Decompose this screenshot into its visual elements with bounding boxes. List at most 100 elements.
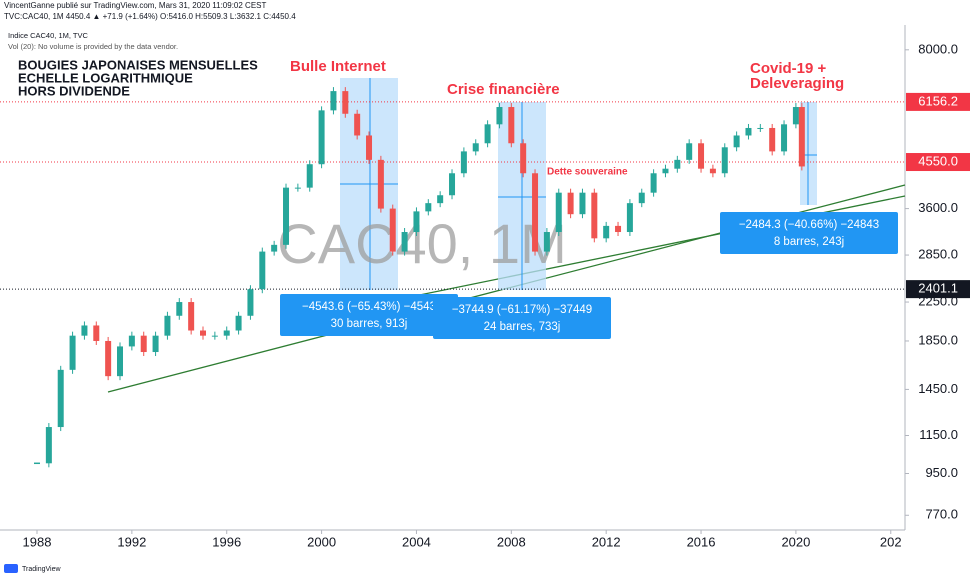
y-tick-label: 2850.0 [918, 246, 958, 261]
candle [105, 340, 112, 377]
author-line: VincentGanne publié sur TradingView.com,… [4, 1, 266, 10]
candle [188, 302, 195, 331]
candle [709, 168, 716, 174]
candle [662, 168, 669, 174]
symbol-line: TVC:CAC40, 1M 4450.4 ▲ +71.9 (+1.64%) O:… [4, 12, 296, 21]
candle [176, 302, 183, 316]
x-tick-label: 2012 [592, 534, 621, 549]
price-label: 2401.1 [918, 281, 958, 296]
candle [200, 330, 207, 336]
candle [472, 143, 479, 152]
candle [69, 335, 76, 370]
candle [698, 143, 705, 169]
y-tick-label: 1150.0 [919, 427, 958, 442]
y-tick-label: 8000.0 [918, 41, 958, 56]
x-tick-label: 1996 [212, 534, 241, 549]
y-tick-label: 950.0 [925, 465, 958, 480]
candle [449, 173, 456, 196]
footer-logo: TradingView [4, 564, 61, 573]
candle [484, 124, 491, 144]
candle [330, 91, 337, 111]
measure-line2: 8 barres, 243j [774, 236, 844, 248]
candle [460, 151, 467, 174]
candle [223, 330, 230, 336]
price-label-box [906, 280, 970, 299]
candle [798, 107, 805, 167]
candle [733, 135, 740, 148]
x-tick-label: 2004 [402, 534, 431, 549]
y-tick-label: 1850.0 [918, 332, 958, 347]
candle [152, 335, 159, 353]
candle [283, 187, 290, 245]
candle [57, 369, 64, 428]
candle [686, 143, 693, 160]
candle [318, 110, 325, 165]
measure-box [720, 212, 898, 254]
candle [792, 107, 799, 125]
event-label: Bulle Internet [290, 58, 386, 75]
y-tick-label: 1450.0 [918, 381, 958, 396]
candle [757, 127, 764, 129]
y-tick-label: 770.0 [925, 507, 958, 522]
candle [603, 225, 610, 239]
chart-note: BOUGIES JAPONAISES MENSUELLES [18, 57, 258, 72]
candle [555, 192, 562, 233]
x-tick-label: 2016 [687, 534, 716, 549]
candle [128, 335, 135, 347]
measure-line2: 24 barres, 733j [484, 321, 561, 333]
price-label-box [906, 92, 970, 111]
candle [520, 143, 527, 174]
candle [532, 173, 539, 252]
candle [45, 427, 52, 464]
price-label: 4550.0 [918, 153, 958, 168]
candle [342, 91, 349, 114]
candle [745, 127, 752, 136]
y-tick-label: 3600.0 [918, 200, 958, 215]
candle [377, 159, 384, 209]
volume-line: Vol (20): No volume is provided by the d… [8, 42, 178, 51]
event-label: Dette souveraine [547, 167, 628, 178]
measure-line1: −4543.6 (−65.43%) −4543 [302, 301, 436, 313]
measure-box [433, 297, 611, 339]
x-tick-label: 202 [880, 534, 902, 549]
candle [579, 192, 586, 215]
candle [781, 124, 788, 152]
candle [626, 203, 633, 233]
candle [650, 173, 657, 193]
candle [567, 192, 574, 215]
candle [81, 325, 88, 336]
candle [389, 208, 396, 252]
event-label: Crise financière [447, 81, 560, 98]
candle [591, 192, 598, 239]
watermark: CAC40, 1M [277, 212, 566, 275]
chart-note: ECHELLE LOGARITHMIQUE [18, 70, 193, 85]
candle [354, 113, 361, 136]
candle [247, 289, 254, 316]
logo-icon [4, 564, 18, 573]
candle [117, 346, 124, 377]
x-tick-label: 2000 [307, 534, 336, 549]
candle [164, 315, 171, 336]
measure-line2: 30 barres, 913j [331, 318, 408, 330]
measure-box [280, 294, 458, 336]
candle [306, 164, 313, 188]
x-tick-label: 1988 [23, 534, 52, 549]
candle [413, 211, 420, 233]
candle [93, 325, 100, 341]
price-label-box [906, 153, 970, 172]
candle [366, 135, 373, 160]
measure-line1: −2484.3 (−40.66%) −24843 [739, 219, 879, 231]
candle [721, 147, 728, 174]
candle [401, 232, 408, 252]
candle [508, 107, 515, 144]
candle [259, 251, 266, 290]
event-label: Deleveraging [750, 75, 844, 92]
candle [496, 107, 503, 125]
indicator-line: Indice CAC40, 1M, TVC [8, 31, 88, 40]
x-tick-label: 1992 [117, 534, 146, 549]
candle [211, 335, 218, 337]
candle [543, 232, 550, 252]
x-tick-label: 2020 [781, 534, 810, 549]
candle [769, 127, 776, 152]
